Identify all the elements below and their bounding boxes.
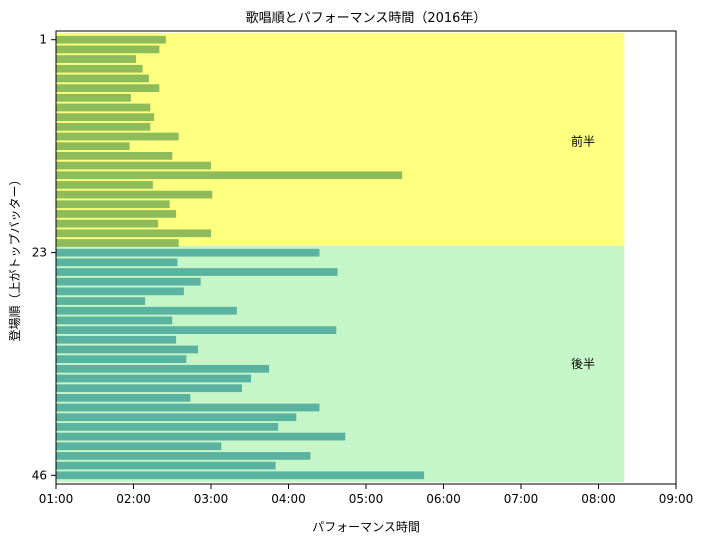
bar bbox=[56, 200, 170, 209]
bar bbox=[56, 64, 143, 73]
x-tick-label: 02:00 bbox=[116, 492, 151, 506]
bar bbox=[56, 74, 149, 83]
bar bbox=[56, 297, 146, 305]
bar bbox=[56, 316, 173, 325]
bar bbox=[56, 210, 177, 218]
bar bbox=[56, 268, 338, 276]
bar bbox=[56, 364, 270, 373]
bar bbox=[56, 239, 179, 247]
bar bbox=[56, 161, 211, 170]
y-tick-label: 1 bbox=[39, 33, 47, 47]
bar bbox=[56, 55, 137, 63]
y-axis-label: 登場順（上がトップバッター） bbox=[7, 173, 22, 341]
bar bbox=[56, 219, 159, 228]
x-tick-label: 03:00 bbox=[194, 492, 229, 506]
bar bbox=[56, 229, 211, 238]
bars-layer bbox=[56, 35, 425, 480]
bar bbox=[56, 471, 425, 480]
bar bbox=[56, 258, 178, 267]
bar bbox=[56, 181, 153, 189]
bar bbox=[56, 132, 179, 141]
bar bbox=[56, 45, 160, 54]
bar bbox=[56, 355, 187, 364]
region-label: 前半 bbox=[571, 133, 595, 148]
bar bbox=[56, 287, 184, 296]
bar bbox=[56, 248, 320, 257]
x-tick-label: 07:00 bbox=[504, 492, 539, 506]
x-tick-label: 05:00 bbox=[349, 492, 384, 506]
bar bbox=[56, 345, 199, 354]
bar bbox=[56, 151, 173, 160]
bar bbox=[56, 113, 155, 122]
x-ticks-layer: 01:00 02:00 03:00 04:00 05:00 06:00 07:00 08:00… bbox=[39, 484, 694, 506]
bar bbox=[56, 393, 191, 402]
bar bbox=[56, 326, 337, 334]
bar bbox=[56, 277, 201, 286]
x-tick-label: 09:00 bbox=[659, 492, 694, 506]
bar bbox=[56, 432, 346, 441]
bar bbox=[56, 190, 213, 199]
bar bbox=[56, 171, 403, 180]
x-axis-label: パフォーマンス時間 bbox=[312, 520, 420, 534]
y-tick-label: 46 bbox=[32, 468, 47, 482]
bar bbox=[56, 374, 252, 383]
bar bbox=[56, 413, 297, 422]
bar bbox=[56, 403, 320, 412]
bar bbox=[56, 306, 237, 315]
bar bbox=[56, 335, 177, 344]
bar bbox=[56, 452, 311, 460]
bar bbox=[56, 93, 131, 102]
bar bbox=[56, 384, 242, 393]
bar bbox=[56, 122, 151, 131]
x-tick-label: 01:00 bbox=[39, 492, 74, 506]
x-tick-label: 04:00 bbox=[271, 492, 306, 506]
chart-title: 歌唱順とパフォーマンス時間（2016年） bbox=[246, 11, 487, 26]
bar bbox=[56, 103, 151, 112]
bar bbox=[56, 35, 166, 44]
bar bbox=[56, 423, 279, 431]
bar bbox=[56, 442, 222, 451]
y-tick-label: 23 bbox=[32, 246, 47, 260]
bar bbox=[56, 461, 276, 470]
bar bbox=[56, 142, 130, 151]
y-ticks-layer: 1 23 46 bbox=[32, 33, 56, 482]
x-tick-label: 06:00 bbox=[426, 492, 461, 506]
x-tick-label: 08:00 bbox=[581, 492, 616, 506]
bar bbox=[56, 84, 160, 92]
region-label: 後半 bbox=[571, 357, 595, 371]
